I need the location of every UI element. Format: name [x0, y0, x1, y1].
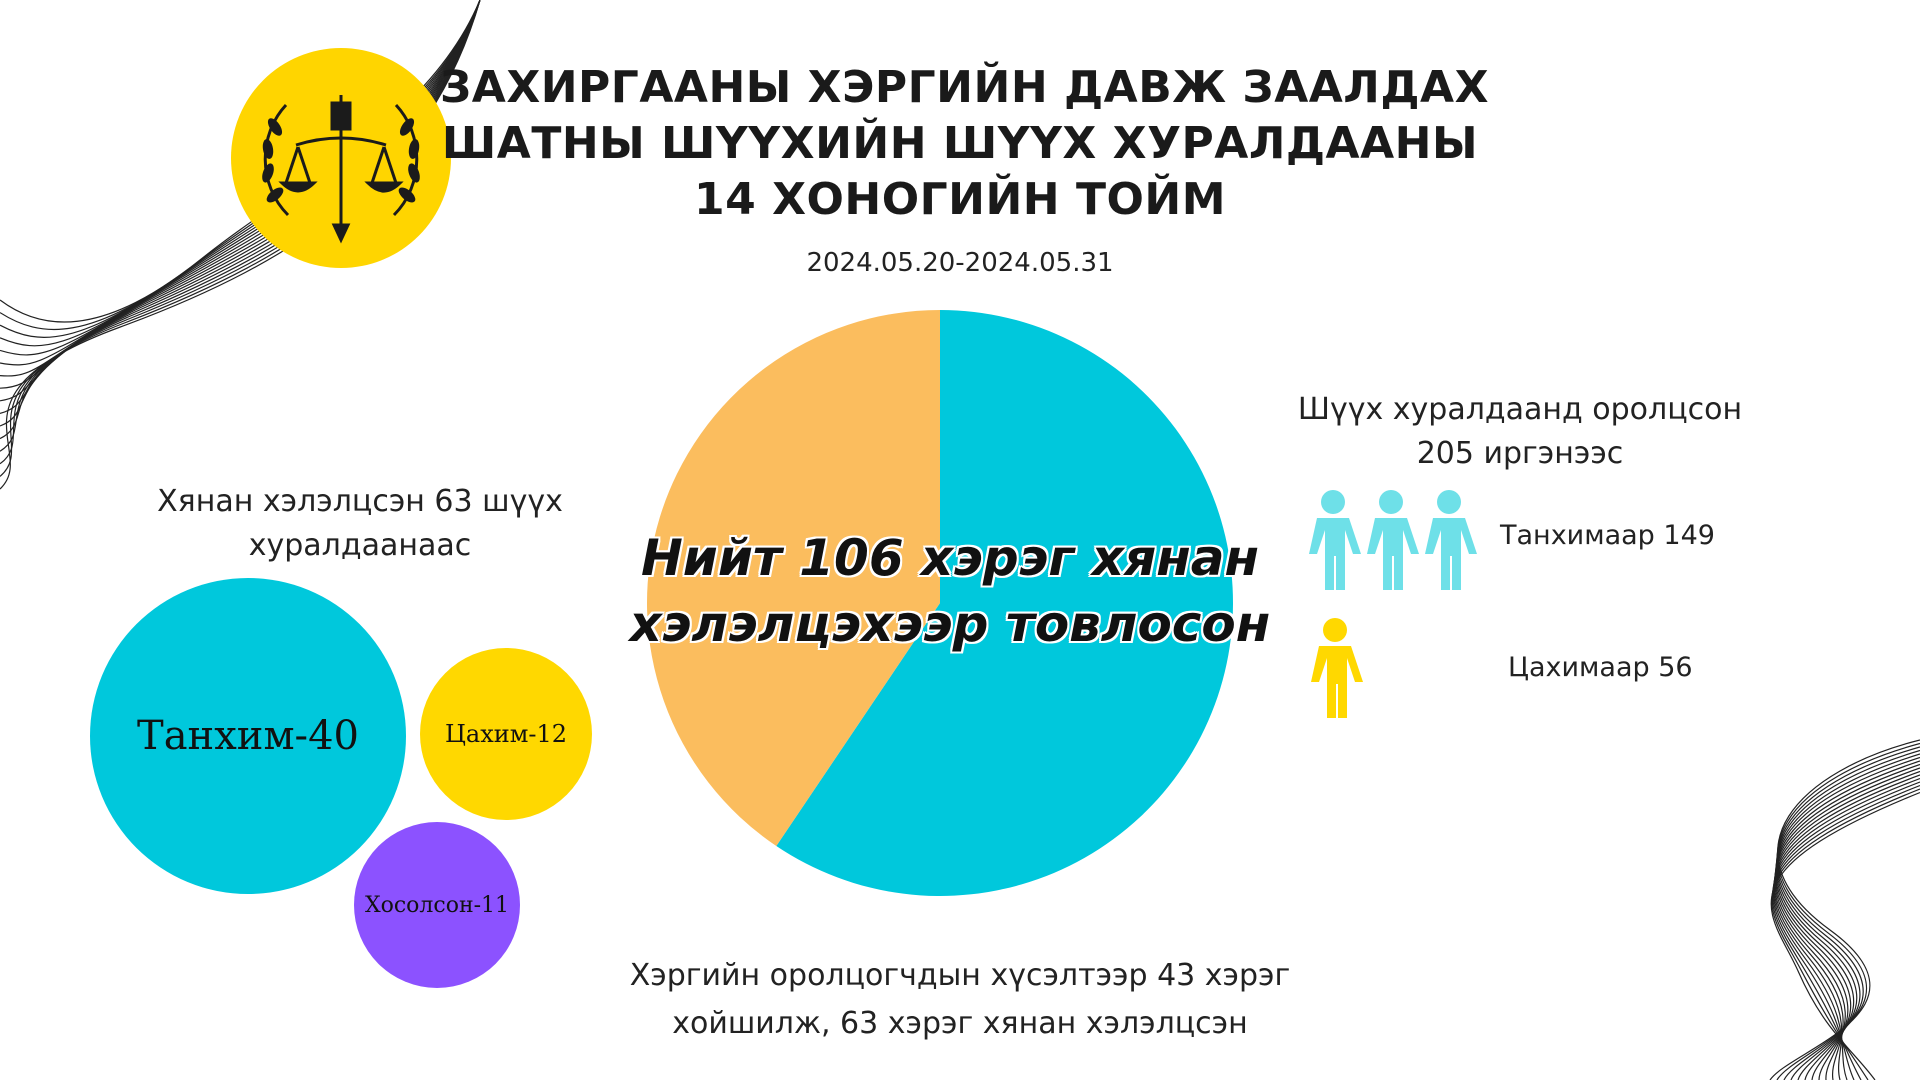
hearings-caption: Хянан хэлэлцсэн 63 шүүх хуралдаанаас	[140, 480, 580, 568]
person-icon	[1311, 618, 1363, 718]
court-logo	[231, 48, 451, 268]
cases-caption-line-1: Хэргийн оролцогчдын хүсэлтээр 43 хэрэг	[629, 958, 1291, 993]
wave-line	[1775, 753, 1920, 1080]
cases-caption: Хэргийн оролцогчдын хүсэлтээр 43 хэрэг х…	[580, 952, 1340, 1048]
wave-line	[1776, 746, 1920, 1080]
hearings-caption-line-2: хуралдаанаас	[248, 528, 472, 563]
title-line-3: 14 ХОНОГИЙН ТОЙМ	[694, 174, 1226, 225]
bubble-hybrid-label: Хосолсон-11	[364, 892, 510, 918]
bubble-in-person: Танхим-40	[90, 578, 406, 894]
pie-center-line-1: Нийт 106 хэрэг хянан	[640, 529, 1260, 587]
pie-center-line-2: хэлэлцэхээр товлосон	[629, 595, 1271, 653]
participants-caption: Шүүх хуралдаанд оролцсон 205 иргэнээс	[1280, 388, 1760, 476]
cases-pie-chart	[647, 310, 1233, 896]
page-title: ЗАХИРГААНЫ ХЭРГИЙН ДАВЖ ЗААЛДАХ ШАТНЫ ШҮ…	[440, 60, 1490, 228]
pie-center-text: Нийт 106 хэрэг хянан хэлэлцэхээр товлосо…	[620, 525, 1280, 657]
participants-caption-line-1: Шүүх хуралдаанд оролцсон	[1297, 392, 1743, 427]
wave-line	[1773, 770, 1920, 1080]
in-person-participants-label: Танхимаар 149	[1500, 520, 1715, 551]
wave-line	[1775, 756, 1920, 1080]
cases-caption-line-2: хойшилж, 63 хэрэг хянан хэлэлцсэн	[672, 1006, 1248, 1041]
wave-line	[1770, 791, 1920, 1080]
pie-slice-1	[647, 310, 940, 847]
pie-slice-0	[776, 310, 1233, 896]
title-line-1: ЗАХИРГААНЫ ХЭРГИЙН ДАВЖ ЗААЛДАХ	[440, 62, 1490, 113]
wave-line	[1774, 763, 1920, 1080]
scales-of-justice-icon	[278, 95, 404, 244]
three-people-icon	[1309, 490, 1477, 590]
title-line-2: ШАТНЫ ШҮҮХИЙН ШҮҮХ ХУРАЛДААНЫ	[441, 118, 1479, 169]
wave-line	[1773, 774, 1920, 1080]
wave-line	[1775, 760, 1920, 1080]
date-range: 2024.05.20-2024.05.31	[806, 248, 1114, 278]
decorative-wave-right	[1769, 739, 1920, 1080]
bubble-online-label: Цахим-12	[444, 720, 568, 748]
hearings-caption-line-1: Хянан хэлэлцсэн 63 шүүх	[157, 484, 563, 519]
participants-caption-line-2: 205 иргэнээс	[1416, 436, 1624, 471]
wave-line	[1774, 767, 1920, 1080]
bubble-in-person-label: Танхим-40	[137, 713, 359, 759]
bubble-online: Цахим-12	[420, 648, 592, 820]
wave-line	[1776, 742, 1920, 1080]
online-participants-label: Цахимаар 56	[1508, 652, 1693, 683]
laurel-wreath-icon	[263, 103, 419, 217]
wave-line	[1769, 739, 1920, 1080]
bubble-hybrid: Хосолсон-11	[354, 822, 520, 988]
wave-line	[1773, 777, 1920, 1080]
wave-line	[1776, 749, 1920, 1080]
